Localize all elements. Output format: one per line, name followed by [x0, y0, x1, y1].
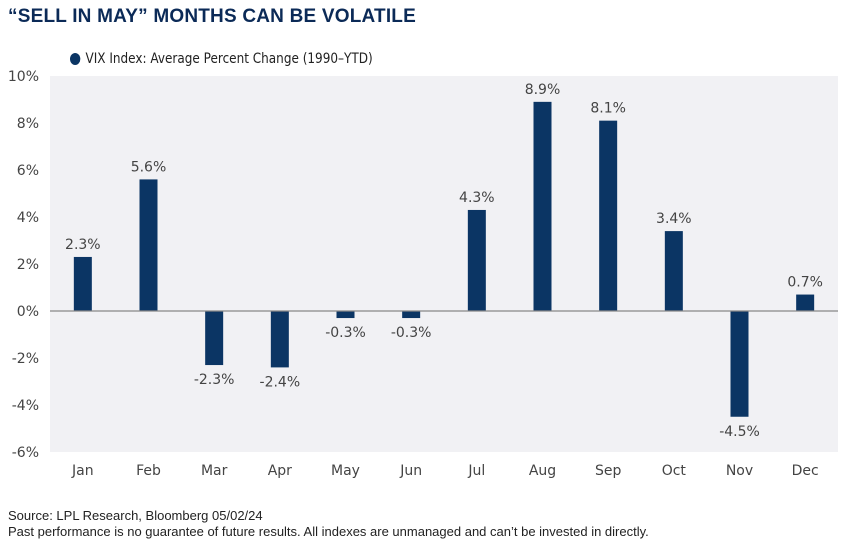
y-tick-label: 6% — [17, 163, 39, 179]
data-labels: 2.3% 5.6% -2.3% -2.4% -0.3% -0.3% 4.3% 8.9% 8.1%… — [65, 82, 823, 440]
data-label-aug: 8.9% — [525, 82, 561, 98]
y-axis: 10% 8% 6% 4% 2% 0% -2% -4% -6% — [8, 69, 39, 461]
bar-feb — [139, 179, 158, 311]
x-axis: Jan Feb Mar Apr May Jun Jul Aug Sep Oct Nov Dec — [71, 463, 819, 479]
data-label-jul: 4.3% — [459, 190, 495, 206]
data-label-oct: 3.4% — [656, 211, 692, 227]
bar-jun — [402, 311, 421, 319]
x-tick-label: Sep — [595, 463, 622, 479]
bar-jan — [73, 256, 92, 311]
data-label-jan: 2.3% — [65, 237, 101, 253]
data-label-sep: 8.1% — [590, 101, 626, 117]
x-tick-label: Jun — [399, 463, 422, 479]
data-label-feb: 5.6% — [131, 159, 167, 175]
legend-label: VIX Index: Average Percent Change (1990–… — [85, 51, 373, 67]
y-tick-label: 2% — [17, 257, 39, 273]
chart-title: “SELL IN MAY” MONTHS CAN BE VOLATILE — [8, 6, 416, 27]
y-tick-label: -4% — [12, 398, 39, 414]
source-note: Source: LPL Research, Bloomberg 05/02/24 — [8, 508, 263, 523]
x-tick-label: Jul — [467, 463, 485, 479]
bar-oct — [664, 231, 683, 311]
data-label-apr: -2.4% — [260, 374, 301, 390]
y-tick-label: 10% — [8, 69, 39, 85]
x-tick-label: Aug — [529, 463, 556, 479]
bar-nov — [730, 311, 749, 417]
x-tick-label: Feb — [136, 463, 161, 479]
bar-sep — [599, 120, 618, 312]
bar-dec — [796, 294, 815, 311]
bar-mar — [205, 311, 224, 366]
y-tick-label: -6% — [12, 445, 39, 461]
bars — [73, 101, 815, 417]
x-tick-label: Apr — [268, 463, 292, 479]
data-label-dec: 0.7% — [787, 275, 823, 291]
x-tick-label: Dec — [792, 463, 819, 479]
bar-aug — [533, 101, 552, 311]
y-tick-label: 4% — [17, 210, 39, 226]
data-label-mar: -2.3% — [194, 372, 235, 388]
bar-jul — [467, 209, 486, 311]
chart-legend: VIX Index: Average Percent Change (1990–… — [70, 51, 373, 67]
disclaimer-note: Past performance is no guarantee of futu… — [8, 524, 649, 539]
bar-apr — [270, 311, 289, 368]
plot-area — [50, 76, 838, 452]
data-label-jun: -0.3% — [391, 325, 432, 341]
x-tick-label: Jan — [71, 463, 94, 479]
legend-marker-icon — [70, 53, 81, 65]
x-tick-label: Nov — [726, 463, 753, 479]
x-tick-label: Oct — [662, 463, 687, 479]
bar-may — [336, 311, 355, 319]
x-tick-label: May — [331, 463, 360, 479]
y-tick-label: 8% — [17, 116, 39, 132]
x-tick-label: Mar — [201, 463, 228, 479]
y-tick-label: 0% — [17, 304, 39, 320]
data-label-may: -0.3% — [325, 325, 366, 341]
y-tick-label: -2% — [12, 351, 39, 367]
data-label-nov: -4.5% — [719, 424, 760, 440]
